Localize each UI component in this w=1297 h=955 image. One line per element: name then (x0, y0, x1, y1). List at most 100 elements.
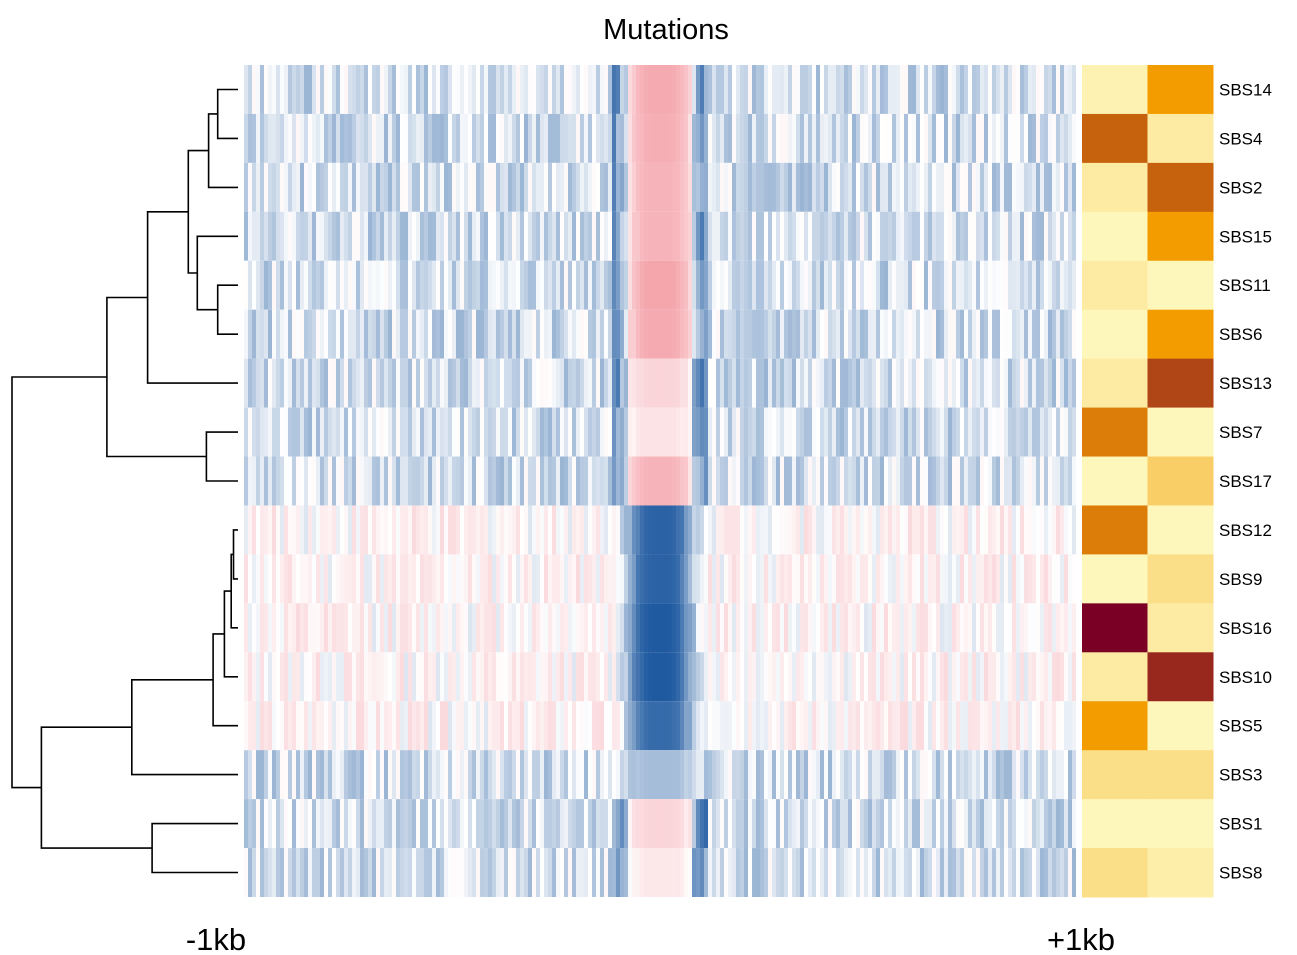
heatmap-cell (892, 505, 897, 555)
heatmap-cell (608, 260, 613, 310)
heatmap-cell (444, 407, 449, 457)
heatmap-cell (668, 554, 673, 604)
heatmap-cell (808, 652, 813, 702)
heatmap-cell (876, 799, 881, 849)
dendrogram-branch (187, 149, 209, 274)
heatmap-cell (364, 750, 369, 800)
heatmap-cell (500, 701, 505, 751)
heatmap-cell (584, 162, 589, 212)
heatmap-cell (584, 211, 589, 261)
heatmap-cell (840, 65, 845, 114)
heatmap-cell (556, 162, 561, 212)
heatmap-cell (1048, 652, 1053, 702)
heatmap-cell (784, 65, 789, 114)
heatmap-cell (964, 701, 969, 751)
heatmap-cell (792, 309, 797, 359)
heatmap-cell (448, 407, 453, 457)
heatmap-cell (508, 848, 513, 897)
heatmap-cell (616, 358, 621, 408)
heatmap-cell (768, 407, 773, 457)
heatmap-cell (972, 65, 977, 114)
heatmap-cell (564, 260, 569, 310)
heatmap-cell (276, 260, 281, 310)
heatmap-cell (524, 799, 529, 849)
heatmap-cell (916, 162, 921, 212)
heatmap-cell (1012, 652, 1017, 702)
heatmap-cell (296, 652, 301, 702)
heatmap-cell (380, 260, 385, 310)
heatmap-cell (956, 603, 961, 653)
heatmap-cell (396, 456, 401, 506)
heatmap-cell (1064, 260, 1069, 310)
heatmap-cell (732, 701, 737, 751)
heatmap-cell (832, 65, 837, 114)
heatmap-cell (692, 799, 697, 849)
heatmap-cell (928, 456, 933, 506)
heatmap-cell (692, 162, 697, 212)
heatmap-cell (836, 211, 841, 261)
heatmap-cell (900, 701, 905, 751)
heatmap-cell (888, 603, 893, 653)
heatmap-cell (660, 162, 665, 212)
heatmap-cell (748, 162, 753, 212)
heatmap-cell (324, 848, 329, 897)
heatmap-cell (512, 309, 517, 359)
heatmap-cell (816, 603, 821, 653)
heatmap-cell (1000, 505, 1005, 555)
heatmap-cell (992, 211, 997, 261)
heatmap-cell (660, 309, 665, 359)
heatmap-cell (1048, 505, 1053, 555)
heatmap-cell (1040, 652, 1045, 702)
heatmap-cell (980, 211, 985, 261)
heatmap-cell (696, 162, 701, 212)
heatmap-cell (432, 750, 437, 800)
heatmap-cell (468, 848, 473, 897)
heatmap-cell (444, 603, 449, 653)
heatmap-cell (676, 554, 681, 604)
heatmap-cell (592, 848, 597, 897)
heatmap-cell (540, 554, 545, 604)
heatmap-cell (268, 65, 273, 114)
heatmap-cell (376, 65, 381, 114)
heatmap-cell (392, 358, 397, 408)
heatmap-cell (460, 701, 465, 751)
heatmap-cell (336, 260, 341, 310)
heatmap-cell (920, 603, 925, 653)
heatmap-cell (508, 113, 513, 163)
heatmap-cell (868, 358, 873, 408)
heatmap-cell (408, 848, 413, 897)
heatmap-cell (1052, 799, 1057, 849)
heatmap-cell (984, 309, 989, 359)
heatmap-cell (932, 848, 937, 897)
heatmap-cell (520, 407, 525, 457)
heatmap-cell (960, 799, 965, 849)
heatmap-cell (568, 456, 573, 506)
heatmap-cell (328, 407, 333, 457)
heatmap-cell (736, 848, 741, 897)
heatmap-cell (296, 701, 301, 751)
heatmap-cell (344, 309, 349, 359)
heatmap-cell (508, 701, 513, 751)
heatmap-cell (320, 65, 325, 114)
heatmap-cell (280, 554, 285, 604)
heatmap-cell (532, 505, 537, 555)
heatmap-cell (324, 162, 329, 212)
heatmap-cell (304, 456, 309, 506)
heatmap-cell (584, 603, 589, 653)
heatmap-cell (964, 309, 969, 359)
heatmap-cell (320, 554, 325, 604)
heatmap-cell (768, 211, 773, 261)
heatmap-cell (1068, 407, 1073, 457)
heatmap-cell (332, 358, 337, 408)
heatmap-cell (380, 211, 385, 261)
heatmap-cell (780, 505, 785, 555)
heatmap-cell (712, 113, 717, 163)
heatmap-cell (644, 603, 649, 653)
heatmap-cell (700, 456, 705, 506)
heatmap-cell (644, 113, 649, 163)
heatmap-cell (756, 113, 761, 163)
heatmap-cell (832, 603, 837, 653)
heatmap-cell (644, 211, 649, 261)
heatmap-cell (468, 799, 473, 849)
heatmap-cell (300, 603, 305, 653)
